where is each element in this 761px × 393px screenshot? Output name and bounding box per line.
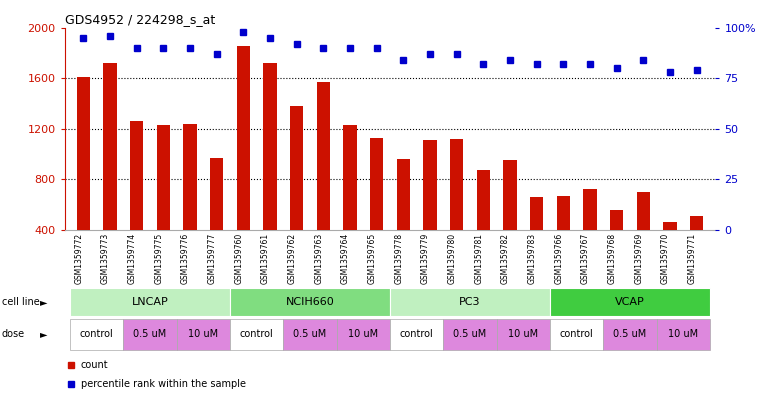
- Text: GSM1359771: GSM1359771: [688, 233, 696, 284]
- Text: count: count: [81, 360, 109, 370]
- Bar: [664, 222, 677, 230]
- Text: GSM1359781: GSM1359781: [474, 233, 483, 284]
- Bar: [423, 140, 437, 230]
- Text: GSM1359763: GSM1359763: [314, 233, 323, 284]
- Bar: [584, 189, 597, 230]
- Text: cell line: cell line: [2, 297, 40, 307]
- Text: GSM1359765: GSM1359765: [368, 233, 377, 284]
- Text: GSM1359760: GSM1359760: [234, 233, 244, 284]
- Text: GSM1359775: GSM1359775: [154, 233, 164, 284]
- Text: 0.5 uM: 0.5 uM: [454, 329, 486, 340]
- Text: LNCAP: LNCAP: [132, 297, 168, 307]
- Text: GSM1359777: GSM1359777: [208, 233, 217, 284]
- Bar: [290, 106, 304, 230]
- Bar: [503, 160, 517, 230]
- Bar: [230, 288, 390, 316]
- Text: 10 uM: 10 uM: [508, 329, 538, 340]
- Text: 10 uM: 10 uM: [668, 329, 699, 340]
- Bar: [283, 319, 336, 350]
- Bar: [263, 63, 277, 230]
- Text: ►: ►: [40, 297, 48, 307]
- Text: 10 uM: 10 uM: [188, 329, 218, 340]
- Bar: [657, 319, 710, 350]
- Text: control: control: [80, 329, 113, 340]
- Bar: [530, 197, 543, 230]
- Text: GSM1359774: GSM1359774: [128, 233, 137, 284]
- Bar: [317, 82, 330, 230]
- Text: GSM1359762: GSM1359762: [288, 233, 297, 284]
- Text: 0.5 uM: 0.5 uM: [294, 329, 326, 340]
- Text: PC3: PC3: [459, 297, 481, 307]
- Bar: [450, 139, 463, 230]
- Bar: [343, 125, 357, 230]
- Bar: [550, 319, 603, 350]
- Text: 10 uM: 10 uM: [349, 329, 378, 340]
- Bar: [237, 46, 250, 230]
- Bar: [230, 319, 283, 350]
- Text: GSM1359776: GSM1359776: [181, 233, 190, 284]
- Text: NCIH660: NCIH660: [285, 297, 334, 307]
- Bar: [557, 196, 570, 230]
- Text: dose: dose: [2, 329, 24, 340]
- Bar: [603, 319, 657, 350]
- Bar: [690, 216, 703, 230]
- Text: GSM1359766: GSM1359766: [554, 233, 563, 284]
- Bar: [637, 192, 650, 230]
- Text: GSM1359773: GSM1359773: [101, 233, 110, 284]
- Text: GSM1359761: GSM1359761: [261, 233, 270, 284]
- Bar: [390, 319, 444, 350]
- Text: GSM1359782: GSM1359782: [501, 233, 510, 284]
- Bar: [70, 319, 123, 350]
- Bar: [70, 288, 230, 316]
- Bar: [336, 319, 390, 350]
- Bar: [390, 288, 550, 316]
- Text: 0.5 uM: 0.5 uM: [133, 329, 167, 340]
- Bar: [550, 288, 710, 316]
- Text: GSM1359769: GSM1359769: [635, 233, 643, 284]
- Bar: [210, 158, 223, 230]
- Bar: [123, 319, 177, 350]
- Text: percentile rank within the sample: percentile rank within the sample: [81, 379, 246, 389]
- Text: GSM1359764: GSM1359764: [341, 233, 350, 284]
- Text: GSM1359779: GSM1359779: [421, 233, 430, 284]
- Bar: [396, 159, 410, 230]
- Text: control: control: [400, 329, 434, 340]
- Bar: [497, 319, 550, 350]
- Bar: [177, 319, 230, 350]
- Bar: [610, 210, 623, 230]
- Text: GSM1359783: GSM1359783: [527, 233, 537, 284]
- Text: 0.5 uM: 0.5 uM: [613, 329, 647, 340]
- Bar: [130, 121, 143, 230]
- Bar: [103, 63, 116, 230]
- Text: VCAP: VCAP: [615, 297, 645, 307]
- Text: GSM1359780: GSM1359780: [447, 233, 457, 284]
- Bar: [370, 138, 384, 230]
- Text: GDS4952 / 224298_s_at: GDS4952 / 224298_s_at: [65, 13, 215, 26]
- Bar: [77, 77, 90, 230]
- Bar: [157, 125, 170, 230]
- Text: GSM1359768: GSM1359768: [608, 233, 616, 284]
- Text: GSM1359770: GSM1359770: [661, 233, 670, 284]
- Text: ►: ►: [40, 329, 48, 340]
- Bar: [476, 171, 490, 230]
- Text: GSM1359767: GSM1359767: [581, 233, 590, 284]
- Text: control: control: [560, 329, 594, 340]
- Text: GSM1359778: GSM1359778: [394, 233, 403, 284]
- Bar: [444, 319, 497, 350]
- Bar: [183, 124, 196, 230]
- Text: control: control: [240, 329, 273, 340]
- Text: GSM1359772: GSM1359772: [75, 233, 84, 284]
